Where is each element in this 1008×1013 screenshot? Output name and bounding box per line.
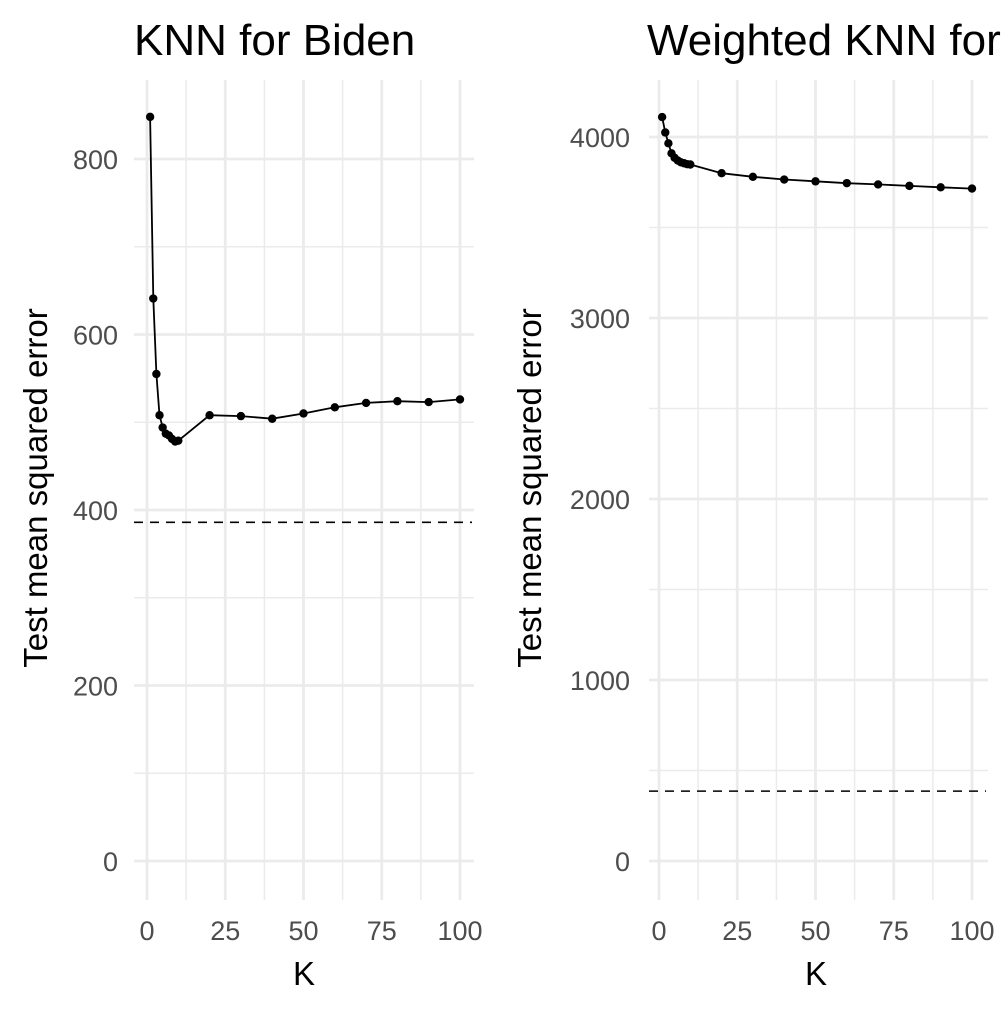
y-tick-label: 2000 <box>570 485 630 515</box>
data-point <box>842 178 851 188</box>
data-point <box>811 177 820 186</box>
data-point <box>330 403 339 412</box>
x-tick-label: 75 <box>367 916 397 946</box>
data-point <box>393 396 402 406</box>
x-tick-label: 0 <box>139 916 154 946</box>
x-axis-title: K <box>293 955 315 992</box>
panel-knn: KNN for Biden Test mean squared error K … <box>17 16 483 992</box>
data-point <box>936 183 945 192</box>
y-tick-label: 200 <box>73 672 118 702</box>
data-point <box>686 160 695 169</box>
data-point <box>149 294 158 303</box>
x-tick-label: 50 <box>288 916 318 946</box>
grid <box>649 80 988 900</box>
series-line <box>149 116 461 443</box>
y-tick-label: 600 <box>73 321 118 351</box>
y-tick-label: 400 <box>73 496 118 526</box>
y-tick-label: 800 <box>73 145 118 175</box>
data-point <box>905 181 914 191</box>
data-point <box>661 128 670 137</box>
x-axis-title: K <box>805 955 827 992</box>
data-point <box>152 369 161 379</box>
panel-title: Weighted KNN for Biden <box>647 16 1008 65</box>
data-point <box>205 411 214 420</box>
y-tick-label: 1000 <box>570 666 630 696</box>
data-point <box>155 411 164 420</box>
data-point <box>299 409 308 418</box>
x-tick-label: 50 <box>800 916 830 946</box>
data-point <box>657 112 667 122</box>
x-tick-label: 75 <box>879 916 909 946</box>
y-tick-label: 0 <box>615 847 630 877</box>
data-point <box>268 414 277 423</box>
data-point <box>236 411 246 421</box>
y-tick-label: 4000 <box>570 123 630 153</box>
data-point <box>780 175 789 184</box>
x-tick-label: 25 <box>210 916 240 946</box>
x-tick-label: 25 <box>722 916 752 946</box>
data-point <box>145 112 155 122</box>
data-point <box>717 169 726 178</box>
y-tick-label: 3000 <box>570 304 630 334</box>
y-axis-title: Test mean squared error <box>17 308 54 668</box>
panel-weighted-knn: Weighted KNN for Biden Test mean squared… <box>511 16 1008 992</box>
data-point <box>967 184 977 193</box>
data-point <box>361 398 371 408</box>
x-tick-label: 0 <box>651 916 666 946</box>
x-tick-label: 100 <box>949 916 994 946</box>
data-point <box>664 139 673 148</box>
panel-title: KNN for Biden <box>134 16 415 65</box>
x-tick-label: 100 <box>437 916 482 946</box>
grid <box>134 80 474 900</box>
data-point <box>873 180 883 189</box>
data-point <box>424 397 433 407</box>
data-point <box>455 395 465 404</box>
y-axis-title: Test mean squared error <box>511 308 548 668</box>
data-point <box>174 436 183 445</box>
y-tick-label: 0 <box>103 847 118 877</box>
data-point <box>748 172 758 182</box>
